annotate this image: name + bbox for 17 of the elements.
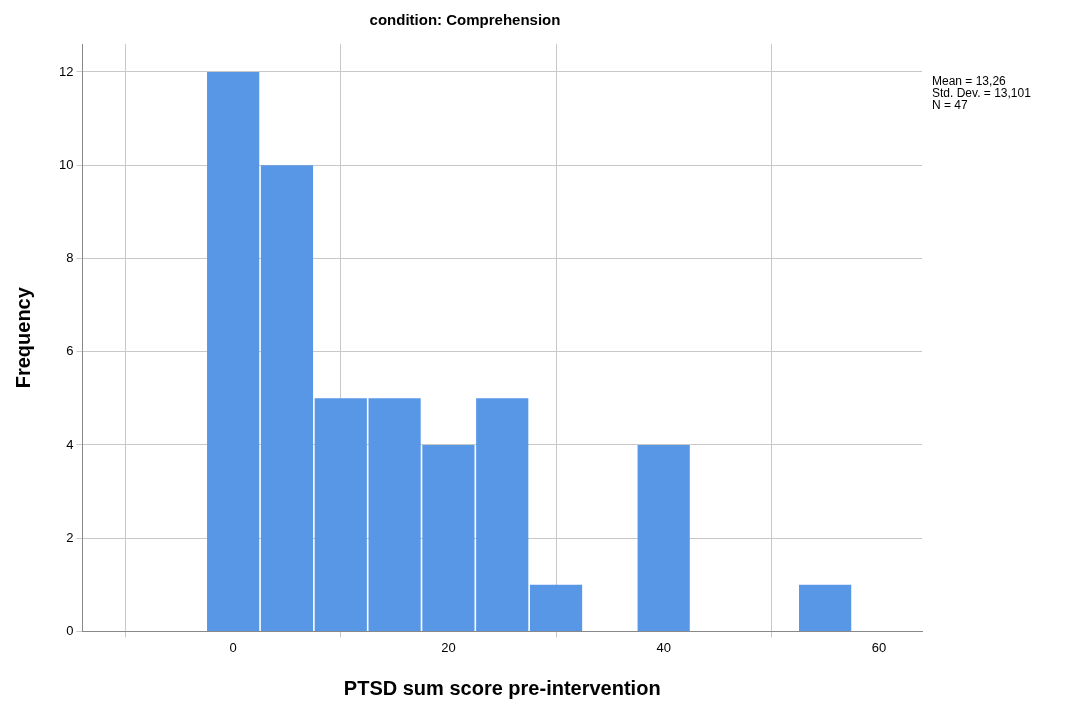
x-tick-label: 0 — [229, 639, 237, 655]
y-tick-label: 4 — [66, 436, 74, 452]
y-tick-label: 12 — [58, 63, 74, 79]
y-tick-label: 0 — [66, 622, 74, 638]
text: Mean = 13,26 — [932, 74, 1007, 89]
y-axis-title: Frequency — [11, 286, 34, 389]
y-tick-label: 8 — [66, 250, 74, 266]
x-tick-label: 40 — [656, 639, 671, 655]
text: Std. Dev. = 13,101 — [932, 86, 1032, 101]
chart-title: condition: Comprehension — [369, 11, 561, 29]
text: N = 47 — [932, 98, 969, 113]
x-tick-label: 20 — [441, 639, 456, 655]
x-axis-title: PTSD sum score pre-intervention — [343, 676, 661, 699]
x-tick-label: 60 — [871, 639, 887, 655]
y-tick-label: 6 — [66, 343, 74, 359]
y-tick-label: 2 — [66, 529, 74, 545]
y-tick-label: 10 — [58, 156, 74, 172]
